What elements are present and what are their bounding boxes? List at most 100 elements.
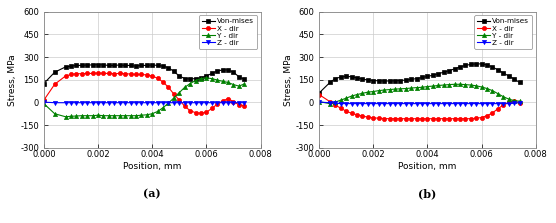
Y - dir <box>187 82 193 85</box>
X-axis label: Position, mm: Position, mm <box>123 162 181 171</box>
X - dir <box>473 117 479 120</box>
X - dir <box>192 111 199 114</box>
Von-mises <box>165 66 172 69</box>
Y - dir <box>332 101 339 103</box>
Von-mises <box>95 63 101 66</box>
Z - dir <box>413 102 420 105</box>
Von-mises <box>122 64 128 67</box>
X - dir <box>62 75 69 77</box>
X - dir <box>73 72 80 75</box>
Y - dir <box>435 84 441 87</box>
Y - dir <box>484 87 490 90</box>
Von-mises <box>171 70 177 73</box>
Y - dir <box>337 99 344 101</box>
Von-mises <box>337 76 344 78</box>
Y - dir <box>241 83 247 85</box>
Y - dir <box>451 83 458 86</box>
X - dir <box>78 72 85 75</box>
Von-mises <box>505 75 512 77</box>
X - dir <box>90 72 96 75</box>
Von-mises <box>397 79 404 82</box>
Y - dir <box>203 77 210 79</box>
Z - dir <box>214 101 221 104</box>
X - dir <box>505 101 512 103</box>
Von-mises <box>408 78 415 81</box>
X - dir <box>462 117 469 120</box>
Y - dir <box>181 86 188 89</box>
Z - dir <box>473 102 479 105</box>
Y - dir <box>155 110 161 113</box>
Z - dir <box>106 101 112 104</box>
X - dir <box>171 93 177 95</box>
Y - dir <box>375 89 382 92</box>
X - dir <box>343 110 350 112</box>
Y - dir <box>462 83 469 86</box>
X - dir <box>181 105 188 107</box>
X - dir <box>391 117 398 120</box>
X - dir <box>365 116 371 119</box>
Z - dir <box>381 102 388 105</box>
Von-mises <box>78 64 85 67</box>
Z - dir <box>354 102 360 105</box>
Von-mises <box>451 68 458 70</box>
X - dir <box>386 117 393 120</box>
X - dir <box>236 103 242 106</box>
X - dir <box>456 117 463 120</box>
Line: Von-mises: Von-mises <box>42 63 246 86</box>
Z - dir <box>241 101 247 104</box>
Von-mises <box>511 78 518 80</box>
Von-mises <box>446 69 453 72</box>
X-axis label: Position, mm: Position, mm <box>398 162 456 171</box>
Von-mises <box>419 76 425 79</box>
X - dir <box>106 72 112 75</box>
Y - dir <box>516 100 523 103</box>
Z - dir <box>138 101 145 104</box>
Y - dir <box>68 115 75 118</box>
X - dir <box>160 81 166 83</box>
Y - dir <box>73 115 80 117</box>
Z - dir <box>375 102 382 105</box>
Von-mises <box>155 64 161 67</box>
Y - dir <box>370 90 376 93</box>
Z - dir <box>451 102 458 105</box>
X - dir <box>100 72 107 75</box>
X - dir <box>84 72 91 75</box>
Von-mises <box>440 71 447 74</box>
Von-mises <box>375 79 382 82</box>
Y - dir <box>106 114 112 117</box>
X - dir <box>208 107 215 110</box>
X - dir <box>337 107 344 109</box>
Z - dir <box>111 101 118 104</box>
Y - dir <box>100 114 107 117</box>
Y - dir <box>500 95 507 98</box>
Von-mises <box>214 70 221 72</box>
Z - dir <box>332 102 339 105</box>
X - dir <box>149 75 156 77</box>
X - dir <box>111 72 118 75</box>
Von-mises <box>149 64 156 66</box>
X - dir <box>332 104 339 106</box>
Y - dir <box>176 91 182 94</box>
Z - dir <box>430 102 436 105</box>
Text: (b): (b) <box>418 188 436 199</box>
Z - dir <box>359 102 366 105</box>
Y - dir <box>214 79 221 81</box>
Z - dir <box>78 101 85 104</box>
Z - dir <box>149 101 156 104</box>
Von-mises <box>489 66 496 68</box>
Z - dir <box>122 101 128 104</box>
X - dir <box>225 97 231 100</box>
Z - dir <box>197 101 204 104</box>
X - dir <box>403 117 409 120</box>
Y-axis label: Stress, MPa: Stress, MPa <box>8 54 17 105</box>
Von-mises <box>160 65 166 68</box>
Von-mises <box>192 77 199 80</box>
Z - dir <box>143 101 150 104</box>
X - dir <box>354 114 360 116</box>
Y - dir <box>343 97 350 99</box>
Von-mises <box>435 72 441 75</box>
Line: X - dir: X - dir <box>42 71 246 115</box>
Von-mises <box>484 64 490 66</box>
Z - dir <box>446 102 453 105</box>
X - dir <box>359 115 366 117</box>
